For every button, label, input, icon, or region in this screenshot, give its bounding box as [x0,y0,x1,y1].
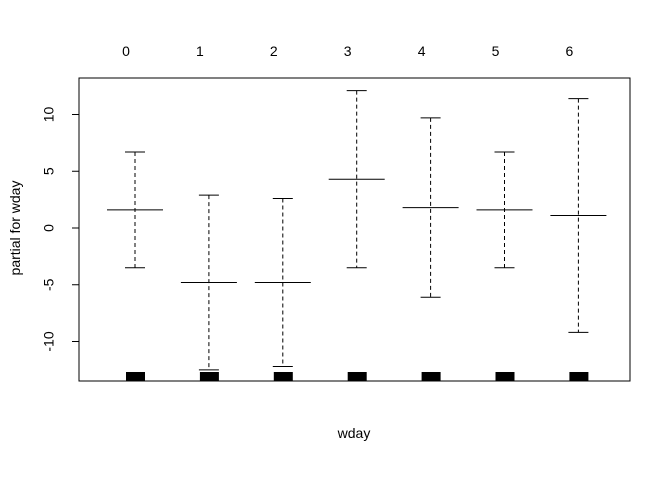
x-axis-label: wday [337,425,371,441]
y-tick-label: -5 [41,278,57,291]
x-category-label: 1 [196,43,204,59]
y-axis-label: partial for wday [7,181,23,276]
rug-mark [126,372,145,381]
x-category-label: 6 [566,43,574,59]
rug-mark [495,372,515,381]
rug-mark [347,372,367,381]
plot-frame [78,77,631,382]
x-category-label: 0 [122,43,130,59]
y-tick-label: -10 [41,331,57,351]
x-category-label: 2 [270,43,278,59]
rug-mark [273,372,293,381]
y-tick-label: 5 [41,167,57,175]
x-category-label: 4 [418,43,426,59]
x-category-label: 3 [344,43,352,59]
rug-mark [569,372,589,381]
rug-mark [199,372,219,381]
x-category-label: 5 [492,43,500,59]
chart-marks: -10 -5 0 5 10 0 1 2 3 4 5 6 [41,43,607,381]
y-tick-label: 10 [41,107,57,123]
rug-mark [421,372,441,381]
y-tick-label: 0 [41,224,57,232]
